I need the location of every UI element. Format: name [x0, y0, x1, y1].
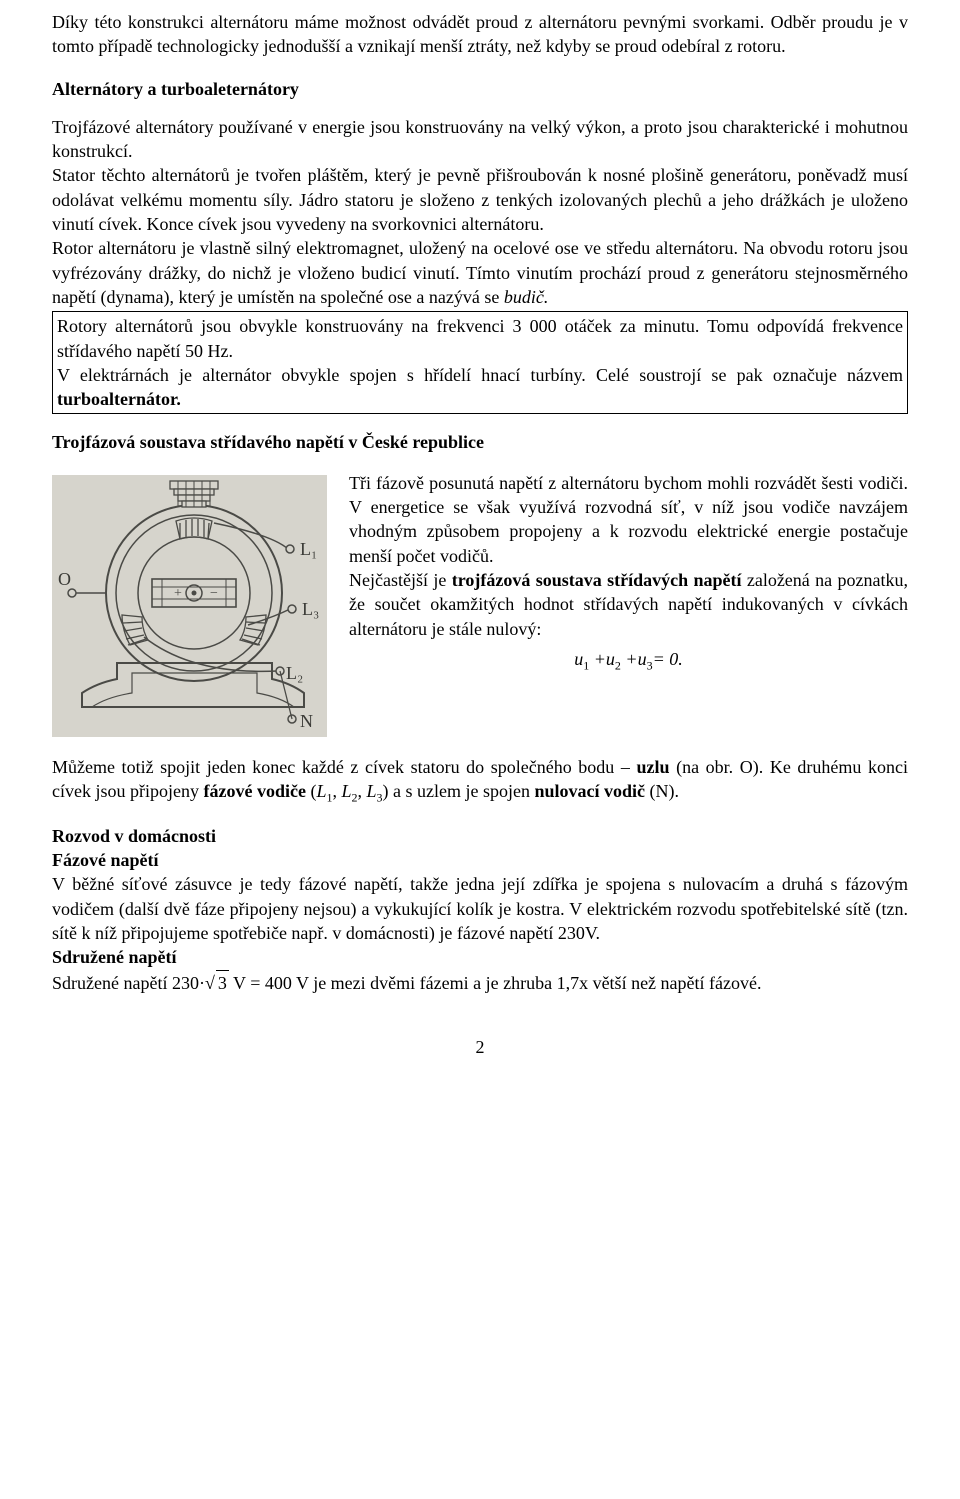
para-stator: Stator těchto alternátorů je tvořen pláš…: [52, 163, 908, 236]
heading-trojfazova-soustava: Trojfázová soustava střídavého napětí v …: [52, 430, 908, 454]
svg-text:L₁: L₁: [300, 539, 317, 559]
eq-eq: = 0.: [653, 649, 683, 669]
para-rotor-text: Rotor alternátoru je vlastně silný elekt…: [52, 238, 908, 307]
term-uzlu: uzlu: [637, 757, 670, 777]
para7a: Sdružené napětí 230·: [52, 973, 205, 993]
heading-alternatory: Alternátory a turboaleternátory: [52, 77, 908, 101]
eq-plus1: +: [589, 649, 606, 669]
para5f: ) a s uzlem je spojen: [383, 781, 535, 801]
right-para-2a: Nejčastější je: [349, 570, 452, 590]
svg-text:L₃: L₃: [302, 599, 319, 619]
heading-fazove-napeti: Fázové napětí: [52, 848, 908, 872]
para5h: (N).: [645, 781, 679, 801]
info-box: Rotory alternátorů jsou obvykle konstruo…: [52, 311, 908, 414]
para-trojfazove: Trojfázové alternátory používané v energ…: [52, 115, 908, 164]
para5e: (: [306, 781, 317, 801]
L2: L: [341, 781, 351, 801]
eq-u3: u: [638, 649, 647, 669]
page-number: 2: [52, 1035, 908, 1059]
box-line2: V elektrárnách je alternátor obvykle spo…: [57, 363, 903, 412]
heading-sdruzene-napeti: Sdružené napětí: [52, 945, 908, 969]
box-line2-text: V elektrárnách je alternátor obvykle spo…: [57, 365, 903, 385]
svg-text:N: N: [300, 711, 313, 731]
eq-u2: u: [606, 649, 615, 669]
svg-text:−: −: [210, 586, 218, 601]
sqrt-sign: √: [205, 973, 215, 993]
para-fazove: V běžné síťové zásuvce je tedy fázové na…: [52, 872, 908, 945]
alternator-diagram: + − O L₁ L₃ L₂ N: [52, 475, 327, 737]
para-sdruzene: Sdružené napětí 230·√3 V = 400 V je mezi…: [52, 970, 908, 995]
eq-u1: u: [574, 649, 583, 669]
para5a: Můžeme totiž spojit jeden konec každé z …: [52, 757, 637, 777]
term-budic: budič.: [504, 287, 549, 307]
L3: L: [366, 781, 376, 801]
term-turboalternator: turboalternátor.: [57, 389, 181, 409]
intro-paragraph: Díky této konstrukci alternátoru máme mo…: [52, 10, 908, 59]
para7b: V = 400 V je mezi dvěmi fázemi a je zhru…: [229, 973, 762, 993]
term-trojfazova-soustava: trojfázová soustava střídavých napětí: [452, 570, 742, 590]
figure-text-block: + − O L₁ L₃ L₂ N: [52, 471, 908, 737]
term-fazove-vodice: fázové vodiče: [203, 781, 305, 801]
svg-text:+: +: [174, 586, 182, 601]
L1: L: [316, 781, 326, 801]
para-rotor: Rotor alternátoru je vlastně silný elekt…: [52, 236, 908, 309]
svg-text:L₂: L₂: [286, 663, 303, 683]
box-line1: Rotory alternátorů jsou obvykle konstruo…: [57, 314, 903, 363]
term-nulovaci-vodic: nulovací vodič: [534, 781, 645, 801]
eq-plus2: +: [621, 649, 638, 669]
para-uzlu: Můžeme totiž spojit jeden konec každé z …: [52, 755, 908, 806]
heading-rozvod: Rozvod v domácnosti: [52, 824, 908, 848]
sqrt-value: 3: [216, 970, 229, 995]
svg-text:O: O: [58, 569, 71, 589]
